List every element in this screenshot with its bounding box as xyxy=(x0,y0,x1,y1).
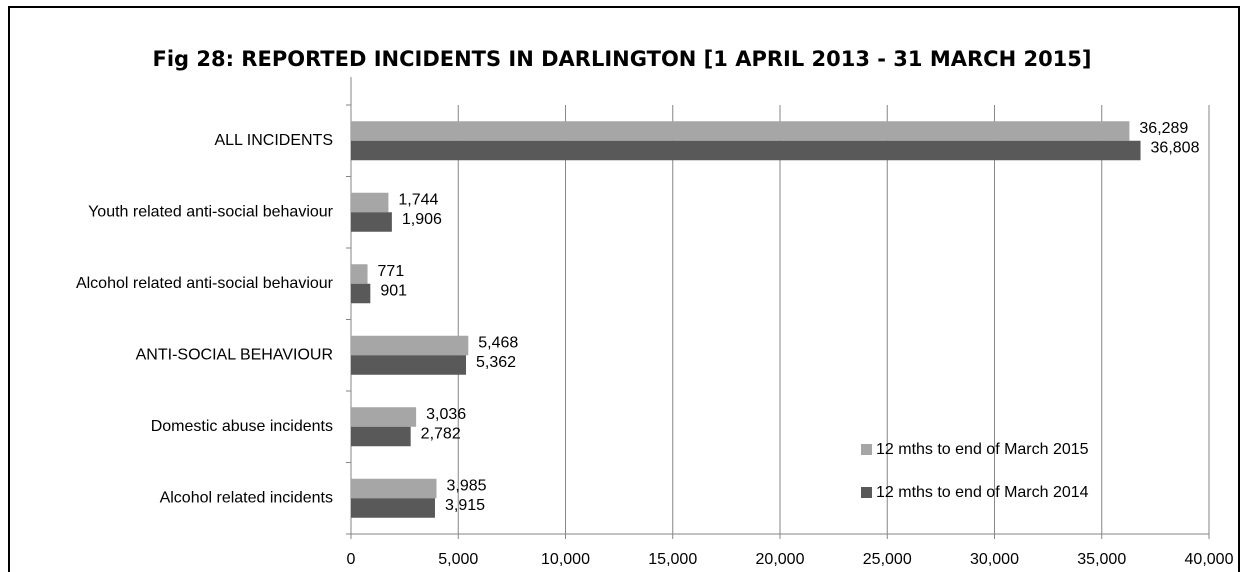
x-tick-label: 5,000 xyxy=(438,551,478,568)
bar xyxy=(351,121,1130,141)
y-tick-label: ANTI-SOCIAL BEHAVIOUR xyxy=(136,346,333,363)
bar xyxy=(351,407,417,427)
x-tick-label: 20,000 xyxy=(756,551,805,568)
bar xyxy=(351,355,467,375)
chart-border xyxy=(8,6,1240,572)
bar xyxy=(351,264,368,284)
value-label: 5,468 xyxy=(478,335,518,352)
bar xyxy=(351,212,392,232)
y-tick-label: Youth related anti-social behaviour xyxy=(88,203,334,220)
x-tick-label: 30,000 xyxy=(970,551,1019,568)
value-label: 36,289 xyxy=(1139,120,1188,137)
bar xyxy=(351,498,435,518)
y-tick-label: Domestic abuse incidents xyxy=(151,418,333,435)
legend-label: 12 mths to end of March 2015 xyxy=(876,441,1089,458)
value-label: 1,744 xyxy=(398,192,438,209)
value-label: 36,808 xyxy=(1151,140,1200,157)
x-tick-label: 10,000 xyxy=(541,551,590,568)
value-label: 3,036 xyxy=(426,406,466,423)
y-tick-label: ALL INCIDENTS xyxy=(214,132,333,149)
value-label: 1,906 xyxy=(402,211,442,228)
value-label: 901 xyxy=(380,283,407,300)
y-tick-label: Alcohol related anti-social behaviour xyxy=(76,275,334,292)
value-label: 3,915 xyxy=(445,497,485,514)
legend-label: 12 mths to end of March 2014 xyxy=(876,484,1089,501)
bar xyxy=(351,283,371,304)
legend-swatch xyxy=(861,444,872,455)
x-tick-label: 15,000 xyxy=(648,551,697,568)
legend-swatch xyxy=(861,487,872,498)
value-label: 771 xyxy=(378,263,405,280)
bar xyxy=(351,478,437,499)
value-label: 2,782 xyxy=(421,426,461,443)
bar xyxy=(351,426,411,447)
bar xyxy=(351,140,1141,161)
bar xyxy=(351,192,389,213)
value-label: 3,985 xyxy=(446,478,486,495)
value-label: 5,362 xyxy=(476,354,516,371)
x-tick-label: 0 xyxy=(347,551,356,568)
chart-title: Fig 28: REPORTED INCIDENTS IN DARLINGTON… xyxy=(152,47,1091,71)
x-tick-label: 35,000 xyxy=(1077,551,1126,568)
y-tick-label: Alcohol related incidents xyxy=(160,489,333,506)
x-tick-label: 40,000 xyxy=(1185,551,1234,568)
x-tick-label: 25,000 xyxy=(863,551,912,568)
bar xyxy=(351,335,469,356)
